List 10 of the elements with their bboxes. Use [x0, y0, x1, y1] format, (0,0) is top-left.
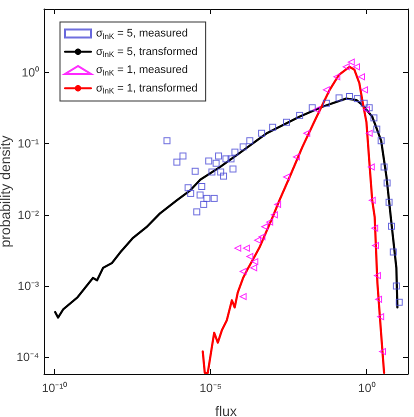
y-tick-label: 10⁻² [18, 208, 40, 222]
y-tick-label: 10⁰ [22, 65, 39, 80]
y-tick-label: 10⁻¹ [18, 136, 40, 151]
x-tick-label: 10⁻¹⁰ [42, 381, 68, 395]
y-tick-label: 10⁻³ [18, 278, 40, 293]
x-axis-title: flux [215, 403, 237, 417]
x-tick-label: 10⁰ [358, 381, 376, 395]
y-axis-title: probability density [0, 135, 13, 248]
y-tick-label: 10⁻⁴ [16, 350, 39, 364]
x-tick-label: 10⁻⁵ [199, 381, 222, 395]
